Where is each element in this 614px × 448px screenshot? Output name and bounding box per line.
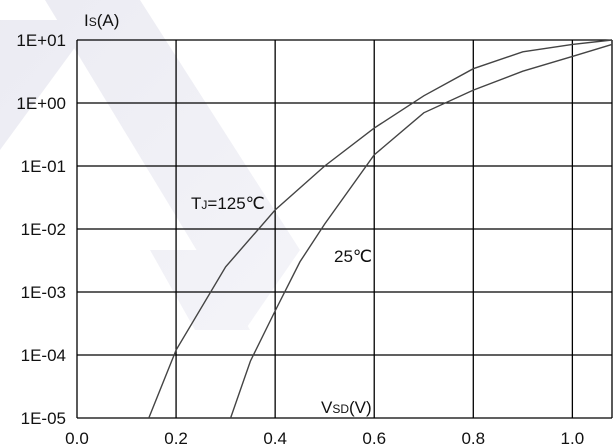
x-tick-label: 0.6: [362, 429, 386, 448]
x-tick-label: 0.2: [164, 429, 188, 448]
series-lines: [148, 39, 613, 419]
y-tick-label: 1E+01: [16, 31, 66, 50]
series-label-25c: 25℃: [334, 247, 372, 266]
y-tick-labels: 1E+01 1E+00 1E-01 1E-02 1E-03 1E-04 1E-05: [16, 31, 66, 428]
y-tick-label: 1E-03: [21, 283, 66, 302]
y-tick-label: 1E-04: [21, 346, 66, 365]
grid: [76, 39, 613, 419]
x-tick-label: 0.4: [263, 429, 287, 448]
series-label-125c: TJ=125℃: [191, 194, 265, 213]
x-tick-labels: 0.0 0.2 0.4 0.6 0.8 1.0: [65, 429, 584, 448]
x-axis-title: VSD(V): [321, 398, 372, 417]
y-axis-title: IS(A): [84, 11, 119, 30]
x-tick-label: 0.8: [461, 429, 485, 448]
series-line-25c: [229, 43, 613, 419]
watermark-logo: [0, 0, 300, 330]
series-line-125c: [148, 39, 613, 419]
y-tick-label: 1E-02: [21, 220, 66, 239]
y-tick-label: 1E-01: [21, 157, 66, 176]
x-tick-label: 0.0: [65, 429, 89, 448]
y-tick-label: 1E-05: [21, 409, 66, 428]
x-tick-label: 1.0: [561, 429, 585, 448]
y-tick-label: 1E+00: [16, 94, 66, 113]
